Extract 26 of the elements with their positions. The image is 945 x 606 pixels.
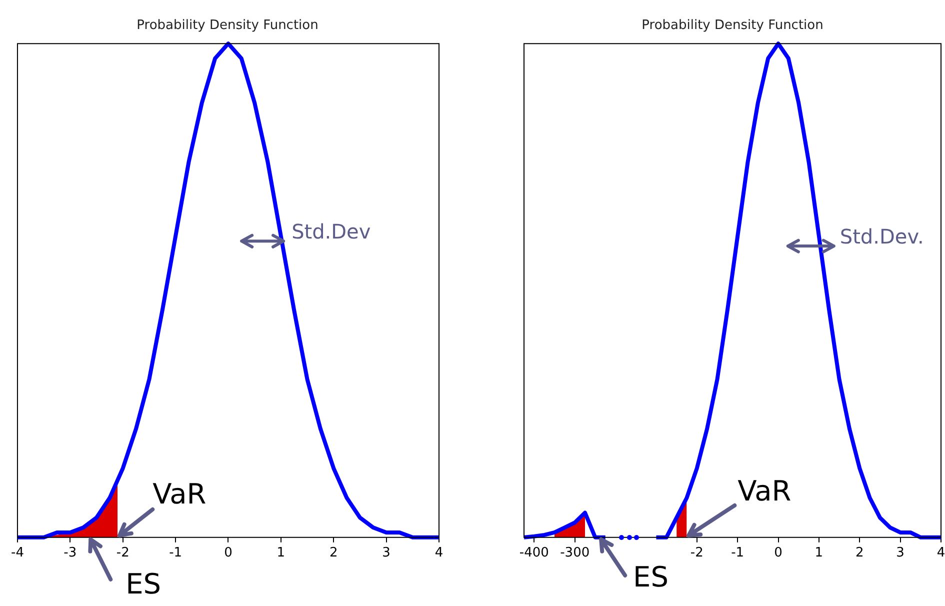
x-tick-label: -400 [519, 546, 549, 561]
x-tick-label: -1 [169, 546, 182, 561]
x-tick-label: -2 [116, 546, 130, 561]
x-tick-label: 0 [224, 546, 232, 561]
text: ES [633, 560, 669, 594]
x-tick-label: 4 [936, 546, 945, 561]
x-tick-label: 2 [855, 546, 864, 561]
x-tick-label: 0 [774, 546, 782, 561]
chart-title: Probability Density Function [136, 18, 318, 34]
x-tick-label: 3 [896, 546, 904, 561]
x-tick-label: -2 [690, 546, 704, 561]
x-tick-label: 2 [329, 546, 338, 561]
x-tick-label: 1 [814, 546, 824, 561]
annotation: Std.Dev [292, 219, 371, 244]
x-tick-label: 4 [434, 546, 444, 561]
chart-title: Probability Density Function [642, 18, 824, 34]
annotation: Std.Dev. [840, 224, 924, 248]
x-tick-label: -3 [64, 546, 77, 561]
x-tick-label: -4 [10, 546, 24, 561]
x-tick-label: -300 [560, 546, 590, 561]
annotation: ES [126, 568, 162, 601]
annotation: VaR [738, 474, 792, 508]
annotation: VaR [152, 478, 206, 511]
x-tick-label: 3 [382, 546, 390, 561]
x-tick-label: 1 [276, 546, 286, 561]
x-tick-label: -1 [731, 546, 744, 561]
